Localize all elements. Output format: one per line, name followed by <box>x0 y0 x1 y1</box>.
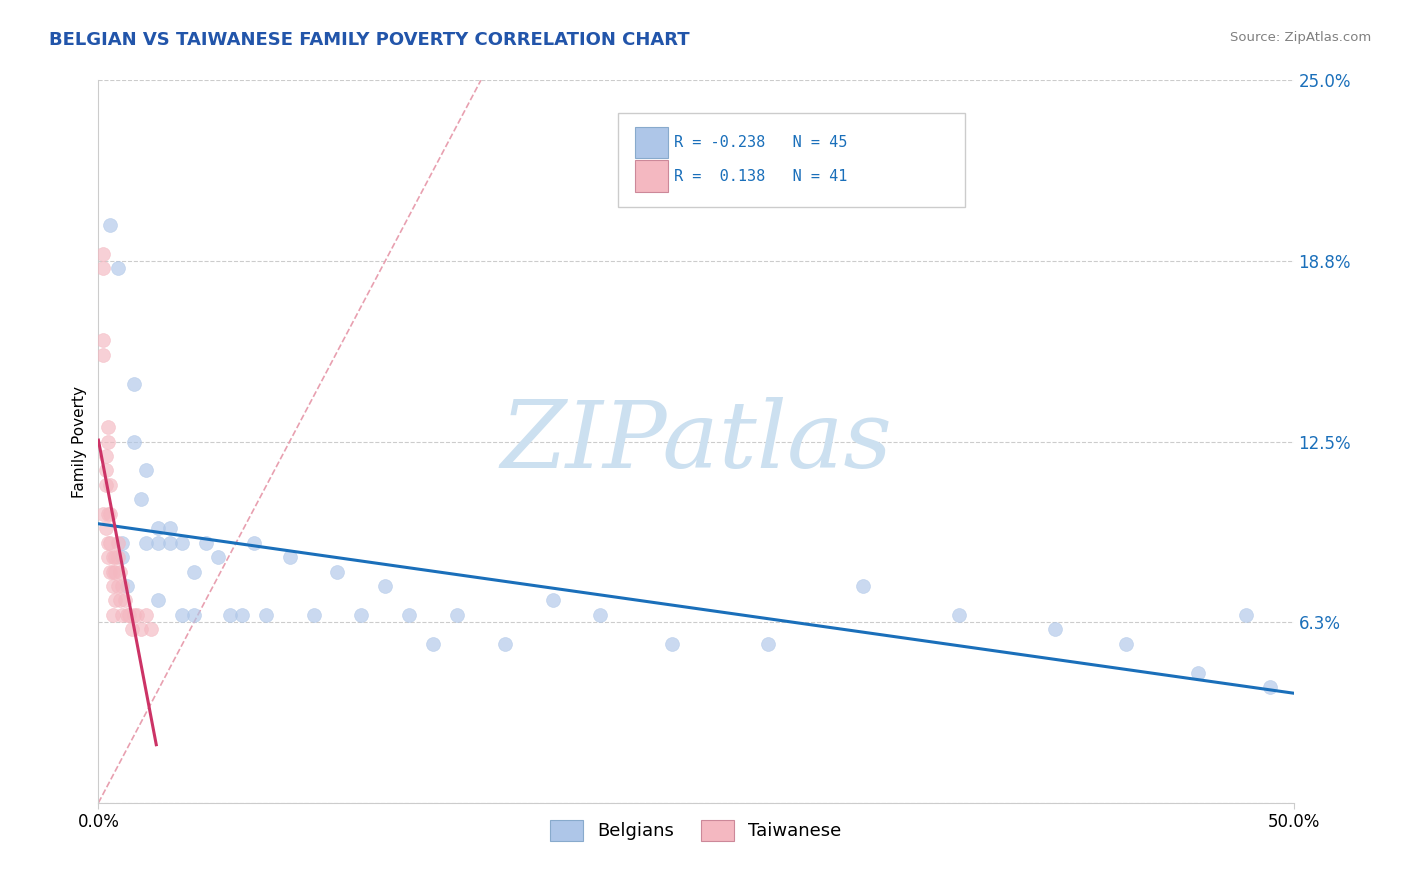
Point <box>1187 665 1209 680</box>
Y-axis label: Family Poverty: Family Poverty <box>72 385 87 498</box>
Point <box>91 246 114 260</box>
Point <box>231 607 253 622</box>
FancyBboxPatch shape <box>619 112 965 207</box>
Point <box>101 565 124 579</box>
Point <box>183 607 205 622</box>
Point <box>948 607 970 622</box>
Text: ZIPatlas: ZIPatlas <box>501 397 891 486</box>
Point <box>350 607 373 622</box>
Point <box>195 535 218 549</box>
Point <box>172 535 194 549</box>
Point <box>101 607 124 622</box>
Point <box>97 550 120 565</box>
Point <box>756 637 779 651</box>
Point <box>148 535 170 549</box>
FancyBboxPatch shape <box>636 161 668 193</box>
Point <box>446 607 468 622</box>
Point <box>124 434 146 449</box>
Point <box>494 637 516 651</box>
Point <box>172 607 194 622</box>
Point <box>159 535 181 549</box>
Point <box>398 607 420 622</box>
Point <box>107 535 129 549</box>
Point <box>94 478 117 492</box>
Point <box>98 535 122 549</box>
Point <box>98 218 122 232</box>
Point <box>131 623 153 637</box>
Point <box>589 607 612 622</box>
Point <box>124 607 146 622</box>
Point <box>91 261 114 276</box>
Point <box>114 593 136 607</box>
Point <box>108 593 131 607</box>
Point <box>1115 637 1137 651</box>
Point <box>104 565 127 579</box>
Point <box>125 607 148 622</box>
Point <box>104 593 127 607</box>
Point <box>104 550 127 565</box>
Point <box>118 607 141 622</box>
Point <box>107 261 129 276</box>
Point <box>111 550 134 565</box>
Point <box>98 507 122 521</box>
Point <box>148 521 170 535</box>
Point <box>124 376 146 391</box>
Point <box>97 420 120 434</box>
Point <box>94 463 117 477</box>
Text: Source: ZipAtlas.com: Source: ZipAtlas.com <box>1230 31 1371 45</box>
Point <box>97 434 120 449</box>
Point <box>131 492 153 507</box>
Point <box>135 535 157 549</box>
Point <box>115 579 138 593</box>
Point <box>101 579 124 593</box>
Point <box>111 607 134 622</box>
Point <box>135 607 157 622</box>
Point <box>121 623 143 637</box>
Text: R =  0.138   N = 41: R = 0.138 N = 41 <box>675 169 848 184</box>
Point <box>115 607 138 622</box>
Point <box>541 593 564 607</box>
Point <box>302 607 325 622</box>
Point <box>94 521 117 535</box>
Point <box>107 550 129 565</box>
Point <box>98 565 122 579</box>
Point <box>97 507 120 521</box>
Point <box>108 565 131 579</box>
Text: BELGIAN VS TAIWANESE FAMILY POVERTY CORRELATION CHART: BELGIAN VS TAIWANESE FAMILY POVERTY CORR… <box>49 31 690 49</box>
Point <box>422 637 444 651</box>
Point <box>135 463 157 477</box>
Point <box>852 579 875 593</box>
Point <box>254 607 277 622</box>
Point <box>148 593 170 607</box>
Point <box>1258 680 1281 694</box>
Point <box>97 535 120 549</box>
Point <box>1234 607 1257 622</box>
Point <box>243 535 266 549</box>
Point <box>159 521 181 535</box>
Point <box>374 579 396 593</box>
Point <box>207 550 229 565</box>
Point <box>91 507 114 521</box>
Point <box>98 478 122 492</box>
Point <box>219 607 242 622</box>
Point <box>107 579 129 593</box>
Point <box>111 579 134 593</box>
Point <box>326 565 349 579</box>
Point <box>1043 623 1066 637</box>
Point <box>91 334 114 348</box>
Point <box>91 348 114 362</box>
FancyBboxPatch shape <box>636 127 668 158</box>
Point <box>101 550 124 565</box>
Point <box>139 623 162 637</box>
Point <box>111 535 134 549</box>
Point <box>661 637 683 651</box>
Point <box>278 550 301 565</box>
Point <box>94 449 117 463</box>
Point <box>183 565 205 579</box>
Legend: Belgians, Taiwanese: Belgians, Taiwanese <box>543 813 849 848</box>
Text: R = -0.238   N = 45: R = -0.238 N = 45 <box>675 135 848 150</box>
